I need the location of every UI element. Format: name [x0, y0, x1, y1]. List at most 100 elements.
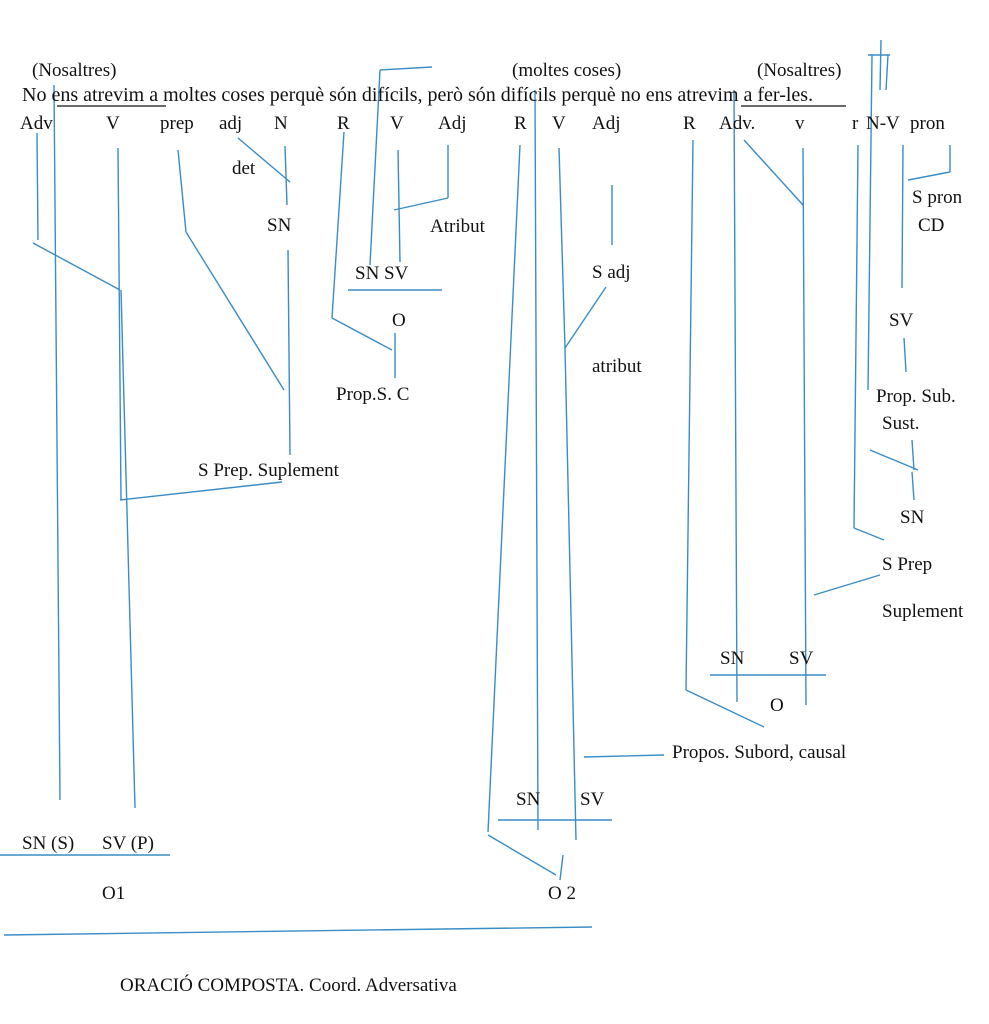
- node-label: SV: [580, 789, 605, 810]
- node-label: S Prep: [882, 554, 932, 575]
- tree-line: [284, 145, 288, 206]
- tree-line: [901, 144, 904, 289]
- node-label: SV: [789, 648, 814, 669]
- node-label: O1: [102, 883, 125, 904]
- node-label: SN (S): [22, 833, 74, 854]
- tree-line: [331, 131, 345, 319]
- tree-line: [397, 149, 401, 263]
- tree-line: [36, 132, 39, 241]
- annotation-object: (moltes coses): [512, 60, 621, 81]
- tree-line: [237, 137, 291, 183]
- tree-line: [53, 84, 61, 801]
- node-label: O: [770, 695, 784, 716]
- tree-line: [177, 149, 187, 233]
- sentence-word-no: No: [22, 84, 46, 106]
- tree-line: [903, 337, 907, 373]
- pos-tag: V: [552, 113, 566, 134]
- pos-tag: r: [852, 113, 859, 134]
- tree-line: [487, 834, 557, 876]
- footer-title: ORACIÓ COMPOSTA. Coord. Adversativa: [120, 974, 457, 996]
- sentence-verb-2: ens atrevim: [646, 84, 739, 106]
- pos-tags-row: Adv V prep adj N R V Adj R V Adj R Adv. …: [20, 113, 945, 134]
- node-label: Sust.: [882, 413, 920, 434]
- pos-tag: adj: [219, 113, 242, 134]
- tree-line: [331, 317, 393, 351]
- pos-tag: V: [106, 113, 120, 134]
- node-label: SN: [720, 648, 745, 669]
- tree-line: [802, 147, 807, 706]
- node-label: Atribut: [430, 216, 486, 237]
- node-label: Prop. Sub.: [876, 386, 956, 407]
- tree-line: [185, 231, 285, 391]
- tree-line: [369, 69, 381, 266]
- constituent-labels: det SN Atribut SN SV O Prop.S. C S Prep.…: [22, 158, 964, 996]
- tree-line: [685, 139, 694, 691]
- node-label: SN SV: [355, 263, 409, 284]
- pos-tag: N-V: [866, 113, 900, 134]
- tree-line: [869, 449, 919, 471]
- sentence: No ens atrevim a moltes coses perquè són…: [22, 84, 813, 106]
- node-label: SV (P): [102, 833, 154, 854]
- node-label: O: [392, 310, 406, 331]
- tree-line: [32, 242, 121, 291]
- annotation-subject-2: (Nosaltres): [757, 60, 841, 81]
- node-label: det: [232, 158, 256, 179]
- tree-line: [853, 527, 885, 541]
- node-label: atribut: [592, 356, 642, 377]
- tree-line: [907, 171, 951, 181]
- node-label: SN: [900, 507, 925, 528]
- tree-line: [867, 54, 873, 391]
- tree-line: [117, 147, 122, 501]
- node-label: SV: [889, 310, 914, 331]
- tree-line: [911, 471, 915, 501]
- pos-tag: Adv.: [719, 113, 755, 134]
- tree-line: [379, 66, 433, 71]
- annotation-subject-1: (Nosaltres): [32, 60, 116, 81]
- sentence-end: a fer-les.: [744, 84, 814, 106]
- pos-tag: Adv: [20, 113, 53, 134]
- tree-line: [564, 286, 607, 349]
- node-label: CD: [918, 215, 944, 236]
- node-label: Prop.S. C: [336, 384, 409, 405]
- node-label: S Prep. Suplement: [198, 460, 340, 481]
- pos-tag: Adj: [438, 113, 467, 134]
- pos-tag: R: [683, 113, 696, 134]
- tree-line: [685, 689, 765, 728]
- node-label: S adj: [592, 262, 631, 283]
- tree-line: [393, 197, 449, 211]
- node-label: SN: [267, 215, 292, 236]
- tree-line: [287, 249, 291, 456]
- pos-tag: prep: [160, 113, 194, 134]
- node-label: S pron: [912, 187, 963, 208]
- tree-line: [487, 144, 521, 833]
- node-label: Propos. Subord, causal: [672, 742, 846, 763]
- node-label: SN: [516, 789, 541, 810]
- tree-line: [911, 439, 915, 471]
- tree-line: [564, 347, 577, 841]
- pos-tag: R: [337, 113, 350, 134]
- tree-line: [853, 144, 859, 529]
- tree-line: [558, 147, 566, 349]
- tree-line: [879, 39, 882, 91]
- tree-line: [813, 574, 881, 596]
- tree-line: [120, 289, 136, 809]
- pos-tag: R: [514, 113, 527, 134]
- tree-lines: [0, 39, 951, 936]
- tree-line: [534, 89, 539, 831]
- pos-tag: Adj: [592, 113, 621, 134]
- tree-line: [559, 854, 564, 881]
- sentence-middle: a moltes coses perquè són difícils, però…: [149, 84, 641, 106]
- pos-tag: V: [390, 113, 404, 134]
- tree-line: [119, 481, 283, 501]
- tree-line: [885, 54, 889, 91]
- tree-line: [583, 754, 665, 758]
- tree-line: [3, 926, 593, 936]
- tree-line: [733, 89, 738, 703]
- node-label: Suplement: [882, 601, 964, 622]
- sentence-verb-1: ens atrevim: [51, 84, 144, 106]
- node-label: O 2: [548, 883, 576, 904]
- pos-tag: N: [274, 113, 288, 134]
- pos-tag: pron: [910, 113, 945, 134]
- pos-tag: v: [795, 113, 805, 134]
